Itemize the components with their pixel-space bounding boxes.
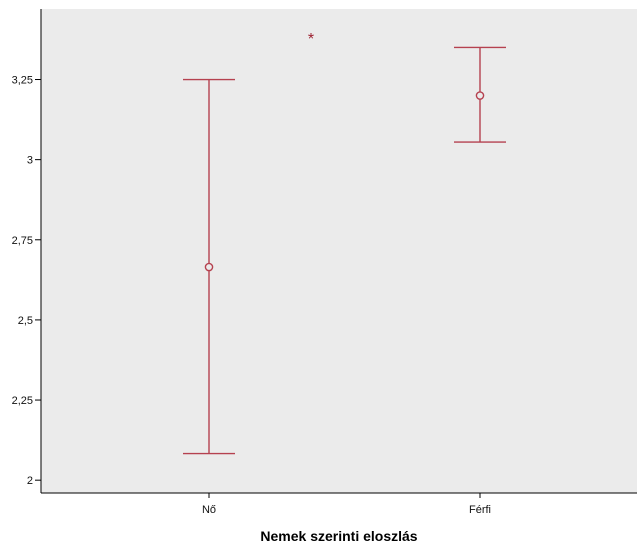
- y-tick-label: 2,25: [12, 395, 33, 407]
- chart-annotation-asterisk: *: [308, 31, 314, 48]
- y-axis-ticks: 2 2,25 2,5 2,75 3 3,25: [12, 75, 41, 487]
- y-tick-label: 2,75: [12, 235, 33, 247]
- y-tick-label: 2: [27, 475, 33, 487]
- y-tick-label: 3,25: [12, 75, 33, 87]
- plot-area-background: [41, 9, 637, 493]
- x-axis-title: Nemek szerinti eloszlás: [260, 528, 417, 544]
- mean-point: [204, 262, 214, 272]
- y-tick-label: 3: [27, 155, 33, 167]
- x-tick-label: Nő: [202, 504, 216, 516]
- error-bars: [183, 46, 506, 455]
- x-tick-label: Férfi: [469, 504, 491, 516]
- y-tick-label: 2,5: [18, 315, 33, 327]
- mean-point: [475, 91, 485, 100]
- x-axis-ticks: Nő Férfi: [202, 493, 491, 516]
